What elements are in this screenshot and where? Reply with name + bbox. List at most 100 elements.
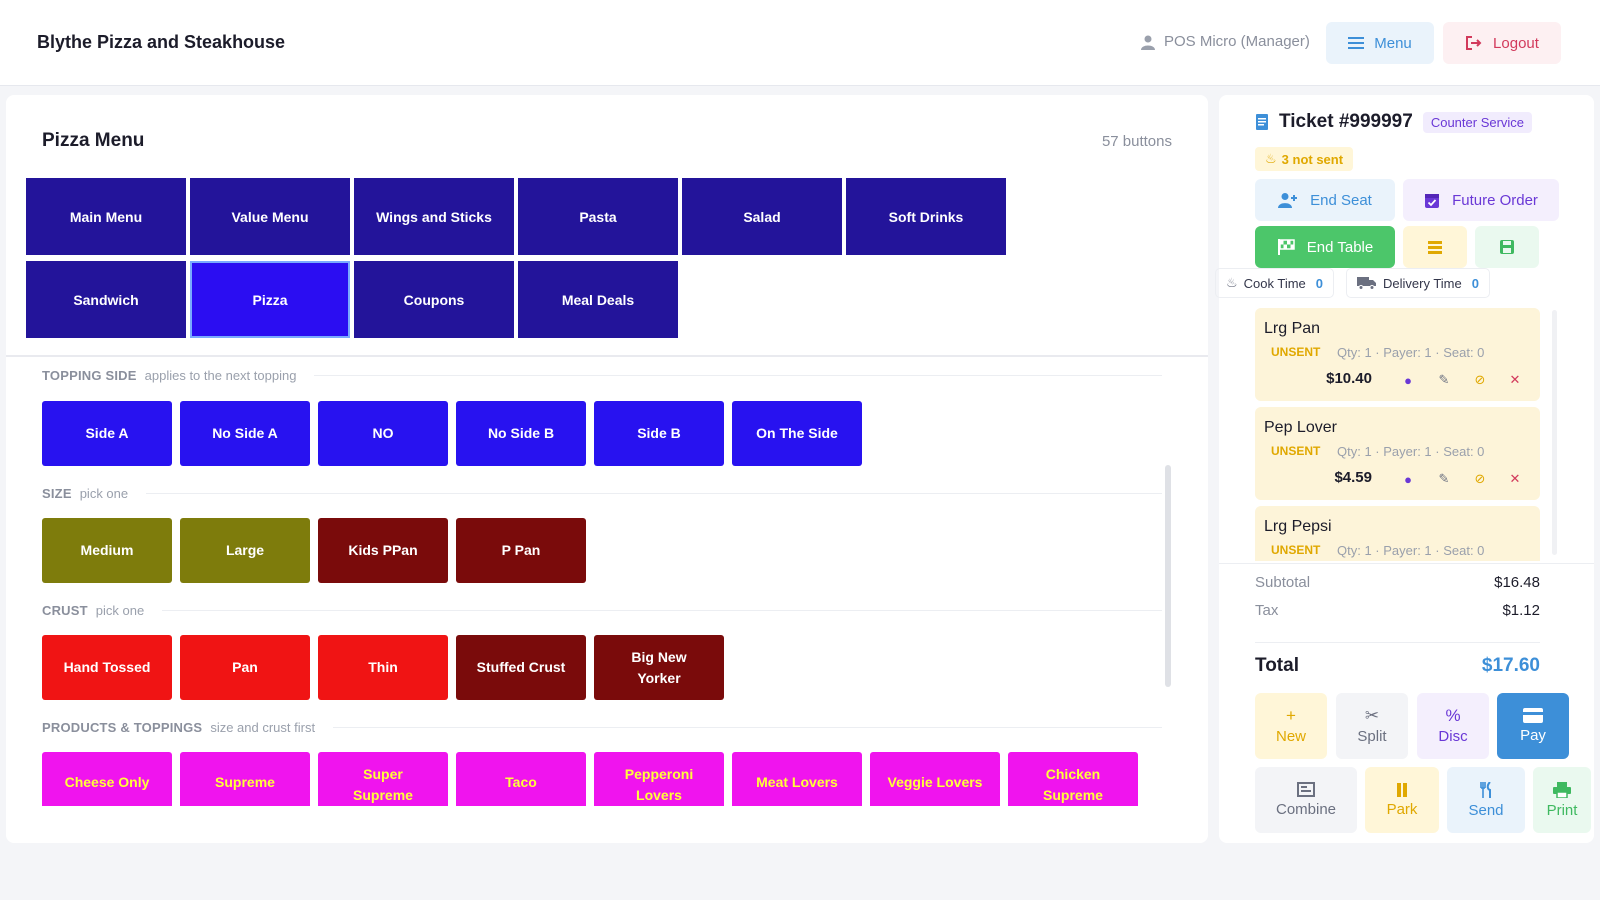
send-label: Send: [1468, 801, 1504, 819]
category-coupons[interactable]: Coupons: [354, 261, 514, 338]
item-meta: Qty: 1 · Payer: 1 · Seat: 0: [1337, 345, 1485, 360]
product-taco[interactable]: Taco: [456, 752, 586, 806]
cook-time: ♨ Cook Time 0: [1215, 268, 1335, 298]
category-pizza[interactable]: Pizza: [190, 261, 350, 338]
logout-button[interactable]: Logout: [1443, 22, 1561, 64]
split-label: Split: [1357, 728, 1387, 745]
comment-icon[interactable]: ●: [1404, 471, 1412, 487]
section-rule: [162, 609, 1162, 611]
product-pepperoni-lovers[interactable]: Pepperoni Lovers: [594, 752, 724, 806]
category-main-menu[interactable]: Main Menu: [26, 178, 186, 255]
option-thin[interactable]: Thin: [318, 635, 448, 700]
discount-button[interactable]: % Disc: [1417, 693, 1489, 759]
option-large[interactable]: Large: [180, 518, 310, 583]
ticket-items: Lrg Pan UNSENT Qty: 1 · Payer: 1 · Seat:…: [1255, 308, 1540, 561]
option-big-new-yorker[interactable]: Big New Yorker: [594, 635, 724, 700]
end-table-button[interactable]: End Table: [1255, 226, 1395, 268]
print-button[interactable]: Print: [1533, 767, 1591, 833]
future-order-button[interactable]: Future Order: [1403, 179, 1559, 221]
pay-button[interactable]: Pay: [1497, 693, 1569, 759]
subtotal-label: Subtotal: [1255, 574, 1311, 591]
option-kids-ppan[interactable]: Kids PPan: [318, 518, 448, 583]
item-name: Lrg Pan: [1264, 320, 1321, 337]
plus-icon: +: [1286, 706, 1296, 725]
section-header-size: SIZE pick one: [42, 483, 1162, 503]
product-veggie-lovers[interactable]: Veggie Lovers: [870, 752, 1000, 806]
option-on-the-side[interactable]: On The Side: [732, 401, 862, 466]
end-seat-button[interactable]: End Seat: [1255, 179, 1395, 221]
ticket-item[interactable]: Lrg Pan UNSENT Qty: 1 · Payer: 1 · Seat:…: [1255, 308, 1540, 401]
subtotal-value: $16.48: [1494, 574, 1540, 591]
category-wings-and-sticks[interactable]: Wings and Sticks: [354, 178, 514, 255]
option-no-side-a[interactable]: No Side A: [180, 401, 310, 466]
item-price: $4.59: [1334, 469, 1372, 486]
tax-value: $1.12: [1502, 602, 1540, 619]
option-p-pan[interactable]: P Pan: [456, 518, 586, 583]
ticket-header: Ticket #999997 Counter Service: [1255, 111, 1533, 133]
remove-icon[interactable]: ✕: [1509, 372, 1521, 387]
section-subtitle: pick one: [95, 602, 145, 618]
button-count: 57 buttons: [1101, 133, 1172, 150]
remove-icon[interactable]: ✕: [1509, 471, 1521, 486]
new-button[interactable]: + New: [1255, 693, 1327, 759]
category-value-menu[interactable]: Value Menu: [190, 178, 350, 255]
category-sandwich[interactable]: Sandwich: [26, 261, 186, 338]
calendar-check-icon: [1425, 194, 1440, 208]
category-salad[interactable]: Salad: [682, 178, 842, 255]
scissors-icon: ✂: [1364, 706, 1380, 725]
void-icon[interactable]: ⊘: [1474, 471, 1486, 486]
comment-icon[interactable]: ●: [1404, 372, 1412, 388]
product-supreme[interactable]: Supreme: [180, 752, 310, 806]
current-user: POS Micro (Manager): [1140, 33, 1310, 50]
option-no-side-b[interactable]: No Side B: [456, 401, 586, 466]
product-super-supreme[interactable]: Super Supreme: [318, 752, 448, 806]
option-pan[interactable]: Pan: [180, 635, 310, 700]
ticket-panel: Ticket #999997 Counter Service ♨ 3 not s…: [1215, 95, 1594, 843]
section-rule: [146, 492, 1162, 494]
option-side-a[interactable]: Side A: [42, 401, 172, 466]
pay-label: Pay: [1520, 727, 1546, 744]
item-status: UNSENT: [1271, 543, 1321, 557]
product-meat-lovers[interactable]: Meat Lovers: [732, 752, 862, 806]
tax-row: Tax $1.12: [1255, 602, 1540, 619]
category-soft-drinks[interactable]: Soft Drinks: [846, 178, 1006, 255]
save-button[interactable]: [1475, 226, 1539, 268]
edit-icon[interactable]: ✎: [1438, 471, 1450, 486]
option-medium[interactable]: Medium: [42, 518, 172, 583]
edit-icon[interactable]: ✎: [1438, 372, 1450, 387]
ticket-item[interactable]: Pep Lover UNSENT Qty: 1 · Payer: 1 · Sea…: [1255, 407, 1540, 500]
ticket-item[interactable]: Lrg Pepsi UNSENT Qty: 1 · Payer: 1 · Sea…: [1255, 506, 1540, 561]
menu-button[interactable]: Menu: [1326, 22, 1434, 64]
cook-time-value: 0: [1315, 275, 1324, 291]
option-no[interactable]: NO: [318, 401, 448, 466]
hold-button[interactable]: [1403, 226, 1467, 268]
not-sent-badge: ♨ 3 not sent: [1255, 147, 1354, 171]
combine-button[interactable]: Combine: [1255, 767, 1357, 833]
products-grid: Cheese Only Supreme Super Supreme Taco P…: [6, 752, 1208, 806]
combine-label: Combine: [1275, 801, 1337, 818]
option-stuffed-crust[interactable]: Stuffed Crust: [456, 635, 586, 700]
void-icon[interactable]: ⊘: [1474, 372, 1486, 387]
product-chicken-supreme[interactable]: Chicken Supreme: [1008, 752, 1138, 806]
sign-out-icon: [1466, 36, 1482, 50]
split-button[interactable]: ✂ Split: [1336, 693, 1408, 759]
tax-label: Tax: [1255, 602, 1279, 619]
delivery-time: Delivery Time 0: [1346, 268, 1490, 298]
category-meal-deals[interactable]: Meal Deals: [518, 261, 678, 338]
receipt-icon: [1256, 114, 1268, 130]
combine-icon: [1297, 782, 1315, 797]
send-button[interactable]: Send: [1447, 767, 1525, 833]
user-icon: [1141, 35, 1155, 50]
category-pasta[interactable]: Pasta: [518, 178, 678, 255]
option-side-b[interactable]: Side B: [594, 401, 724, 466]
option-hand-tossed[interactable]: Hand Tossed: [42, 635, 172, 700]
divider: [1219, 563, 1594, 564]
pause-icon: [1397, 782, 1407, 797]
product-cheese-only[interactable]: Cheese Only: [42, 752, 172, 806]
ticket-scrollbar[interactable]: [1552, 310, 1557, 555]
delivery-time-value: 0: [1471, 275, 1479, 291]
park-button[interactable]: Park: [1365, 767, 1439, 833]
item-status: UNSENT: [1271, 444, 1321, 458]
section-subtitle: size and crust first: [210, 719, 316, 735]
options-scrollbar[interactable]: [1165, 465, 1171, 687]
